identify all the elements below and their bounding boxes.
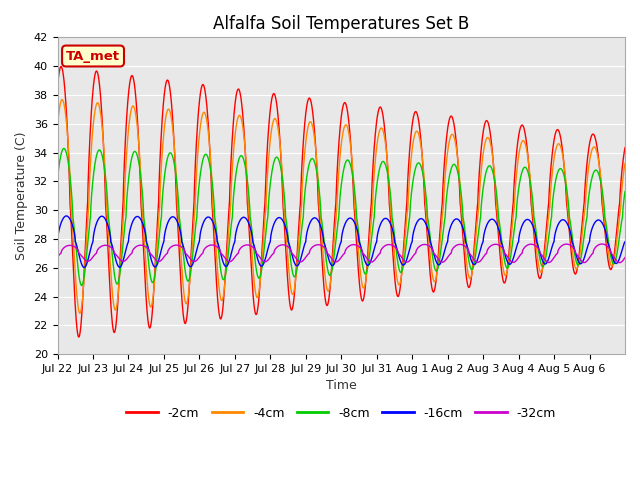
-32cm [616, 260, 623, 265]
-8cm [474, 240, 481, 245]
-2cm [490, 166, 497, 171]
-16cm [152, 264, 159, 270]
-8cm [54, 176, 61, 181]
-4cm [76, 311, 84, 316]
-4cm [152, 264, 159, 270]
-2cm [499, 273, 506, 278]
-4cm [433, 275, 440, 280]
-32cm [420, 241, 428, 247]
Line: -4cm: -4cm [58, 100, 625, 313]
-2cm [621, 145, 629, 151]
-32cm [490, 242, 497, 248]
-16cm [474, 258, 481, 264]
-16cm [80, 264, 88, 270]
-32cm [598, 241, 606, 247]
-16cm [54, 239, 61, 245]
-32cm [473, 259, 481, 265]
-4cm [621, 160, 629, 166]
-2cm [433, 276, 440, 282]
-8cm [490, 173, 497, 179]
Text: TA_met: TA_met [66, 49, 120, 62]
-2cm [152, 255, 159, 261]
-4cm [421, 186, 429, 192]
-4cm [54, 122, 61, 128]
-16cm [433, 259, 440, 264]
-32cm [621, 255, 629, 261]
-16cm [490, 217, 497, 223]
-8cm [433, 268, 440, 274]
-16cm [499, 242, 506, 248]
-2cm [57, 64, 65, 70]
-16cm [621, 239, 629, 245]
-16cm [63, 213, 70, 219]
-4cm [490, 163, 497, 169]
-8cm [152, 268, 159, 274]
-32cm [498, 244, 506, 250]
-8cm [78, 283, 86, 288]
-16cm [421, 219, 429, 225]
-8cm [60, 145, 68, 151]
-8cm [499, 241, 506, 247]
Line: -8cm: -8cm [58, 148, 625, 286]
-32cm [152, 257, 159, 263]
Line: -32cm: -32cm [58, 244, 625, 263]
Y-axis label: Soil Temperature (C): Soil Temperature (C) [15, 132, 28, 260]
-4cm [499, 259, 506, 264]
-2cm [54, 84, 61, 89]
X-axis label: Time: Time [326, 379, 356, 392]
-8cm [621, 189, 629, 194]
-2cm [421, 202, 429, 207]
Line: -2cm: -2cm [58, 67, 625, 337]
-4cm [474, 219, 481, 225]
Line: -16cm: -16cm [58, 216, 625, 267]
-4cm [58, 97, 66, 103]
-8cm [421, 183, 429, 189]
Title: Alfalfa Soil Temperatures Set B: Alfalfa Soil Temperatures Set B [213, 15, 469, 33]
Legend: -2cm, -4cm, -8cm, -16cm, -32cm: -2cm, -4cm, -8cm, -16cm, -32cm [122, 402, 561, 424]
-32cm [432, 253, 440, 259]
-32cm [54, 254, 61, 260]
-2cm [75, 334, 83, 340]
-2cm [474, 205, 481, 211]
